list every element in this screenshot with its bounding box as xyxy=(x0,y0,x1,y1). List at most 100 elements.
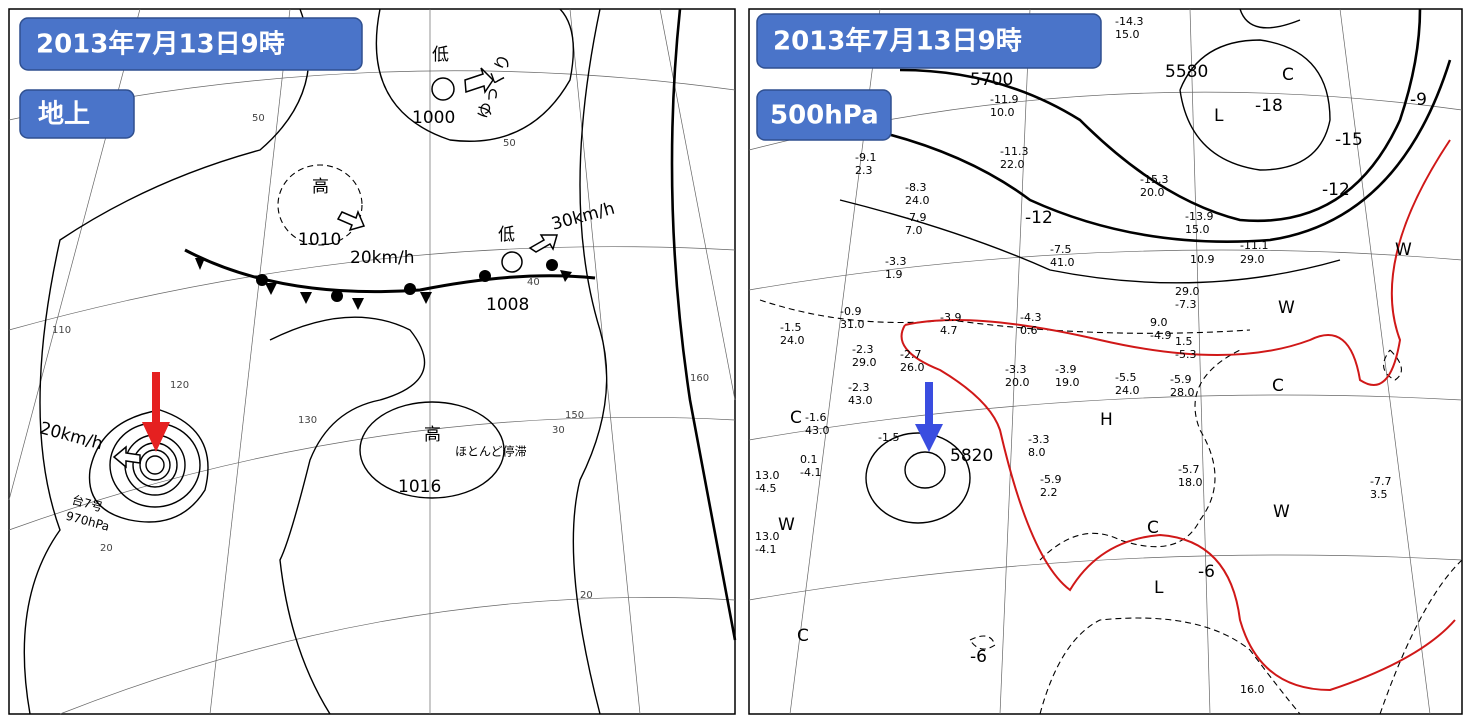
station-value: 24.0 xyxy=(1115,384,1140,397)
label: 5700 xyxy=(970,70,1013,90)
station-value: -7.5 xyxy=(1050,243,1071,256)
label: 高 xyxy=(424,425,441,445)
station-value: -4.3 xyxy=(1020,311,1041,324)
grid-label: 50 xyxy=(252,113,265,124)
grid-label: 150 xyxy=(565,410,584,421)
station-value: 29.0 xyxy=(1175,285,1200,298)
station-value: 0.6 xyxy=(1020,324,1038,337)
station-value: 1.5 xyxy=(1175,335,1193,348)
label: -18 xyxy=(1255,96,1283,116)
grid-label: 160 xyxy=(690,373,709,384)
station-value: 10.9 xyxy=(1190,253,1215,266)
station-value: 10.0 xyxy=(990,106,1015,119)
station-value: -2.3 xyxy=(848,381,869,394)
station-value: -2.7 xyxy=(900,348,921,361)
station-value: -4.9 xyxy=(1150,329,1171,342)
station-value: 15.0 xyxy=(1115,28,1140,41)
label: -6 xyxy=(1198,562,1215,582)
grid-label: 110 xyxy=(52,325,71,336)
station-value: -5.7 xyxy=(1178,463,1199,476)
label: 20km/h xyxy=(350,248,415,268)
label: -12 xyxy=(1322,180,1350,200)
label: 1000 xyxy=(412,108,455,128)
station-value: -4.1 xyxy=(755,543,776,556)
label: C xyxy=(1282,65,1294,85)
station-value: -3.3 xyxy=(1005,363,1026,376)
grid-label: 20 xyxy=(100,543,113,554)
date-box xyxy=(19,17,363,71)
label: C xyxy=(790,408,802,428)
isobars xyxy=(23,8,737,715)
label: H xyxy=(1100,410,1113,430)
level-label: 500hPa xyxy=(770,101,879,131)
grid-label: 20 xyxy=(580,590,593,601)
station-value: 2.3 xyxy=(855,164,873,177)
station-value: -4.1 xyxy=(800,466,821,479)
station-value: 29.0 xyxy=(852,356,877,369)
label: W xyxy=(778,515,795,535)
station-value: 3.5 xyxy=(1370,488,1388,501)
station-value: -14.3 xyxy=(1115,15,1143,28)
station-value: -8.3 xyxy=(905,181,926,194)
label: 1010 xyxy=(298,230,341,250)
station-value: 0.1 xyxy=(800,453,818,466)
station-value: -11.9 xyxy=(990,93,1018,106)
station-value: 13.0 xyxy=(755,469,780,482)
map-labels: 5700 5580 5820 L -18 -15 -12 -9 -12 C W … xyxy=(778,62,1427,667)
station-value: 26.0 xyxy=(900,361,925,374)
station-value: 1.9 xyxy=(885,268,903,281)
station-value: -1.6 xyxy=(805,411,826,424)
station-value: 2.2 xyxy=(1040,486,1058,499)
level-box xyxy=(756,89,892,141)
label: W xyxy=(1395,240,1412,260)
station-value: -3.3 xyxy=(1028,433,1049,446)
station-value: -7.9 xyxy=(905,211,926,224)
label: -12 xyxy=(1025,208,1053,228)
date-label: 2013年7月13日9時 xyxy=(773,26,1022,57)
station-value: -1.5 xyxy=(780,321,801,334)
station-plots: -14.315.0 -11.910.0 -9.12.3 -8.3 24.0 -7.97.0… xyxy=(755,15,1391,696)
label: -15 xyxy=(1335,130,1363,150)
grid-label: 50 xyxy=(503,138,516,149)
station-value: 43.0 xyxy=(805,424,830,437)
label: C xyxy=(1147,518,1159,538)
station-value: -9.1 xyxy=(855,151,876,164)
station-value: 31.0 xyxy=(840,318,865,331)
station-value: 24.0 xyxy=(780,334,805,347)
label: 高 xyxy=(312,177,329,197)
station-value: 4.7 xyxy=(940,324,958,337)
station-value: -11.3 xyxy=(1000,145,1028,158)
upper-air-map: 5700 5580 5820 L -18 -15 -12 -9 -12 C W … xyxy=(748,8,1463,715)
label: 1008 xyxy=(486,295,529,315)
station-value: -3.9 xyxy=(940,311,961,324)
level-box xyxy=(19,89,135,139)
label: 低 xyxy=(498,225,515,245)
station-value: 43.0 xyxy=(848,394,873,407)
label: 5580 xyxy=(1165,62,1208,82)
station-value: -5.5 xyxy=(1115,371,1136,384)
grid-label: 40 xyxy=(527,277,540,288)
station-value: 29.0 xyxy=(1240,253,1265,266)
station-value: -3.3 xyxy=(885,255,906,268)
grid-label: 120 xyxy=(170,380,189,391)
station-value: -7.3 xyxy=(1175,298,1196,311)
grid-label: 130 xyxy=(298,415,317,426)
station-value: -13.9 xyxy=(1185,210,1213,223)
surface-map: 低 1000 ゆっくり 高 1010 20km/h 低 30km/h 1008 … xyxy=(8,8,737,715)
station-value: 7.0 xyxy=(905,224,923,237)
station-value: -4.5 xyxy=(755,482,776,495)
station-value: 28.0 xyxy=(1170,386,1195,399)
date-label: 2013年7月13日9時 xyxy=(36,29,285,60)
station-value: -5.9 xyxy=(1170,373,1191,386)
station-value: -3.9 xyxy=(1055,363,1076,376)
station-value: 16.0 xyxy=(1240,683,1265,696)
label: 5820 xyxy=(950,446,993,466)
station-value: -5.3 xyxy=(1175,348,1196,361)
label: C xyxy=(797,626,809,646)
station-value: -15.3 xyxy=(1140,173,1168,186)
red-arrow xyxy=(142,372,170,452)
station-value: 9.0 xyxy=(1150,316,1168,329)
label: L xyxy=(1214,106,1224,126)
station-value: -1.5 xyxy=(878,431,899,444)
